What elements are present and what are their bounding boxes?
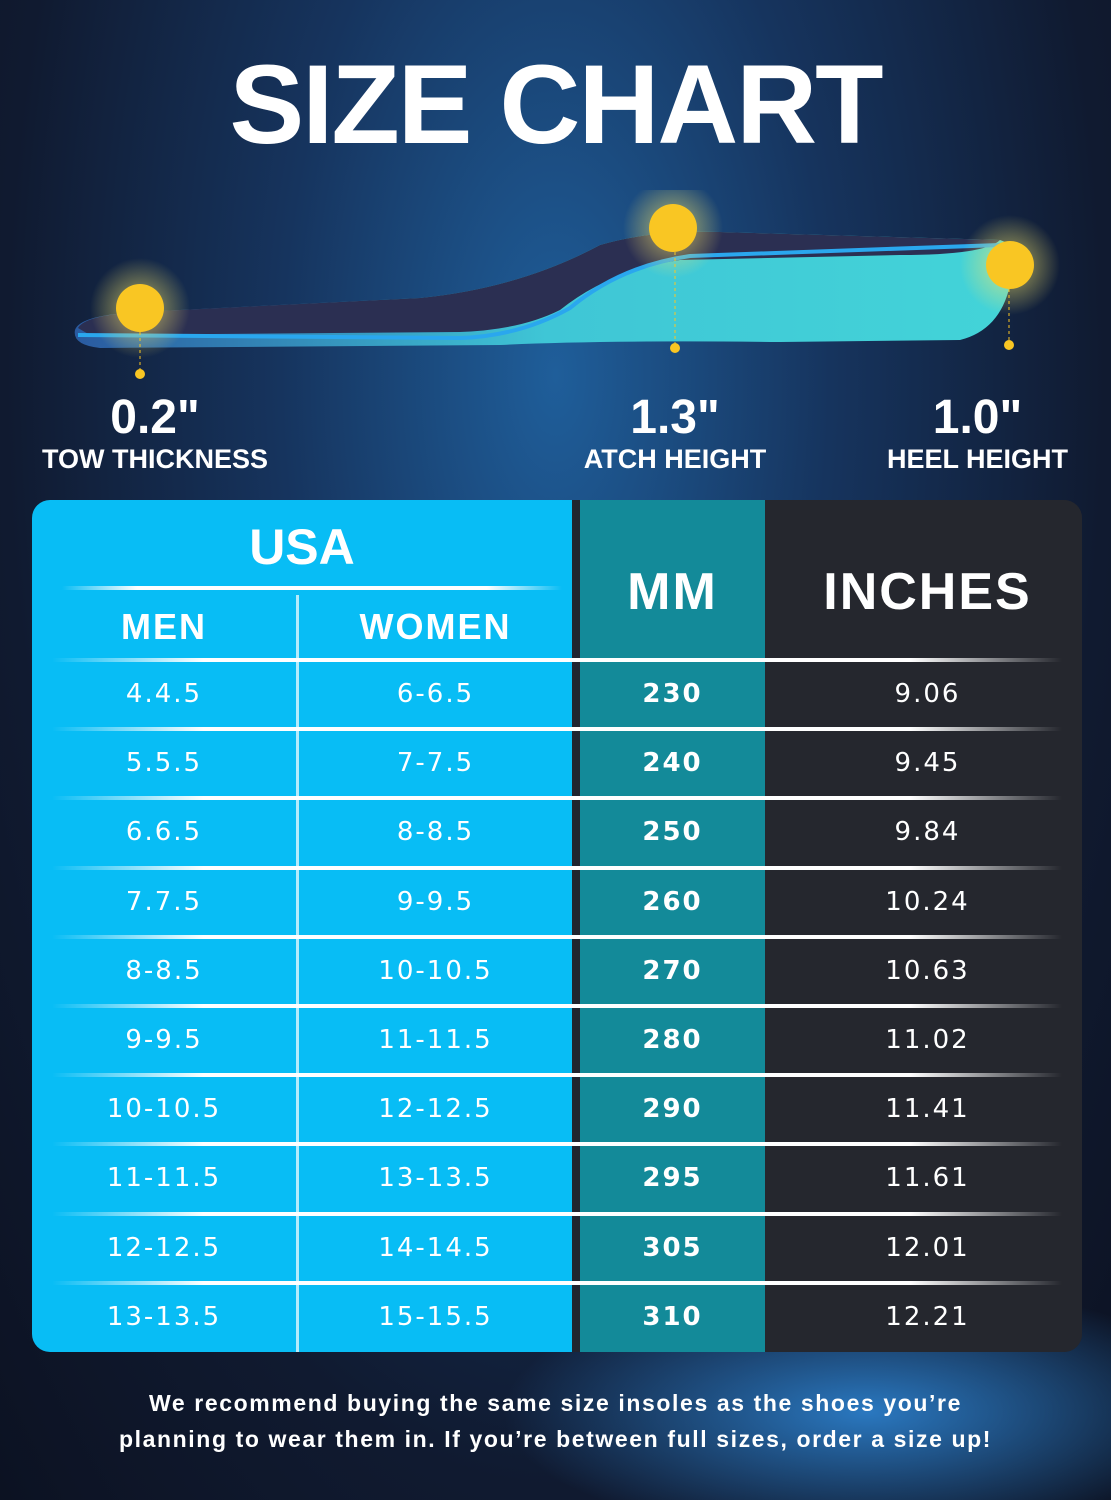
row-divider [52,1004,1062,1008]
header-women: WOMEN [359,606,512,647]
cell-men: 11-11.5 [106,1163,222,1194]
table-row: 12-12.5 14-14.5 305 12.01 [32,1214,1082,1283]
heel-marker [960,215,1060,350]
cell-women: 13-13.5 [378,1163,493,1194]
cell-women: 7-7.5 [396,748,475,779]
cell-inches: 11.61 [885,1163,970,1194]
cell-mm: 230 [642,679,703,709]
cell-mm: 280 [642,1025,703,1055]
row-divider [52,865,1062,870]
arch-marker [623,190,723,353]
arch-height: 1.3" ATCH HEIGHT [560,391,790,475]
inches-column [773,500,1082,1352]
cell-inches: 10.24 [885,886,970,917]
cell-mm: 295 [642,1163,703,1194]
heel-height: 1.0" HEEL HEIGHT [870,391,1085,475]
table-row: 11-11.5 13-13.5 295 11.61 [32,1144,1082,1213]
note-line-2: planning to wear them in. If you’re betw… [118,1426,993,1452]
arch-height-label: ATCH HEIGHT [583,444,767,474]
toe-thickness: 0.2" TOW THICKNESS [30,391,280,475]
cell-inches: 12.21 [885,1301,970,1332]
cell-men: 5.5.5 [125,748,203,779]
arch-height-value: 1.3" [630,391,720,444]
cell-mm: 260 [642,886,703,917]
header-usa: USA [249,519,355,575]
heel-height-value: 1.0" [932,391,1023,444]
table-row: 6.6.5 8-8.5 250 9.84 [32,798,1082,867]
cell-inches: 9.06 [894,679,961,709]
cell-mm: 290 [642,1094,703,1125]
cell-inches: 10.63 [885,955,970,986]
cell-inches: 11.02 [885,1025,970,1055]
header-men: MEN [121,606,207,647]
cell-men: 10-10.5 [106,1094,222,1125]
cell-mm: 270 [642,955,703,986]
table-row: 7.7.5 9-9.5 260 10.24 [32,868,1082,937]
cell-women: 11-11.5 [378,1025,493,1055]
cell-men: 8-8.5 [125,955,203,986]
heel-height-label: HEEL HEIGHT [886,444,1069,474]
toe-marker [90,258,190,379]
usa-column [32,500,572,1352]
cell-women: 15-15.5 [378,1301,493,1332]
cell-mm: 250 [642,817,703,848]
row-divider [52,934,1062,939]
table-row: 4.4.5 6-6.5 230 9.06 [32,660,1082,729]
cell-inches: 11.41 [885,1094,970,1125]
cell-mm: 240 [642,748,703,779]
cell-women: 8-8.5 [396,817,475,848]
cell-inches: 12.01 [885,1232,970,1263]
table-row: 5.5.5 7-7.5 240 9.45 [32,729,1082,798]
header-mm: MM [627,563,718,621]
note-line-1: We recommend buying the same size insole… [149,1390,962,1416]
cell-men: 4.4.5 [125,679,203,709]
row-divider [52,796,1062,801]
header-inches: INCHES [823,563,1032,621]
column-divider [296,595,299,1352]
page-title: SIZE CHART [229,42,884,167]
cell-mm: 310 [642,1301,703,1332]
divider [62,586,562,590]
mm-column [580,500,765,1352]
cell-men: 7.7.5 [125,886,203,917]
cell-women: 14-14.5 [378,1232,493,1263]
cell-inches: 9.45 [894,748,961,779]
table-row: 10-10.5 12-12.5 290 11.41 [32,1075,1082,1144]
recommendation-note: We recommend buying the same size insole… [0,1385,1111,1457]
cell-mm: 305 [642,1232,703,1263]
cell-men: 13-13.5 [106,1301,222,1332]
column-gap [572,500,580,1352]
cell-inches: 9.84 [894,817,961,848]
table-row: 9-9.5 11-11.5 280 11.02 [32,1006,1082,1075]
row-divider [52,1142,1062,1147]
row-divider [52,1280,1062,1285]
toe-thickness-label: TOW THICKNESS [41,444,268,474]
table-row: 13-13.5 15-15.5 310 12.21 [32,1283,1082,1352]
row-divider [52,1211,1062,1216]
row-divider [52,658,1062,662]
row-divider [52,727,1062,732]
table-row: 8-8.5 10-10.5 270 10.63 [32,937,1082,1006]
cell-women: 10-10.5 [378,955,493,986]
toe-thickness-value: 0.2" [110,391,200,444]
size-table: USA MEN WOMEN MM INCHES 4.4.5 6-6.5 230 9.0… [32,500,1082,1352]
cell-women: 9-9.5 [396,886,475,917]
cell-men: 9-9.5 [125,1025,203,1055]
cell-men: 6.6.5 [125,817,203,848]
cell-women: 6-6.5 [396,679,475,709]
insole-illustration [74,190,1060,379]
cell-women: 12-12.5 [378,1094,493,1125]
row-divider [52,1073,1062,1078]
cell-men: 12-12.5 [106,1232,222,1263]
